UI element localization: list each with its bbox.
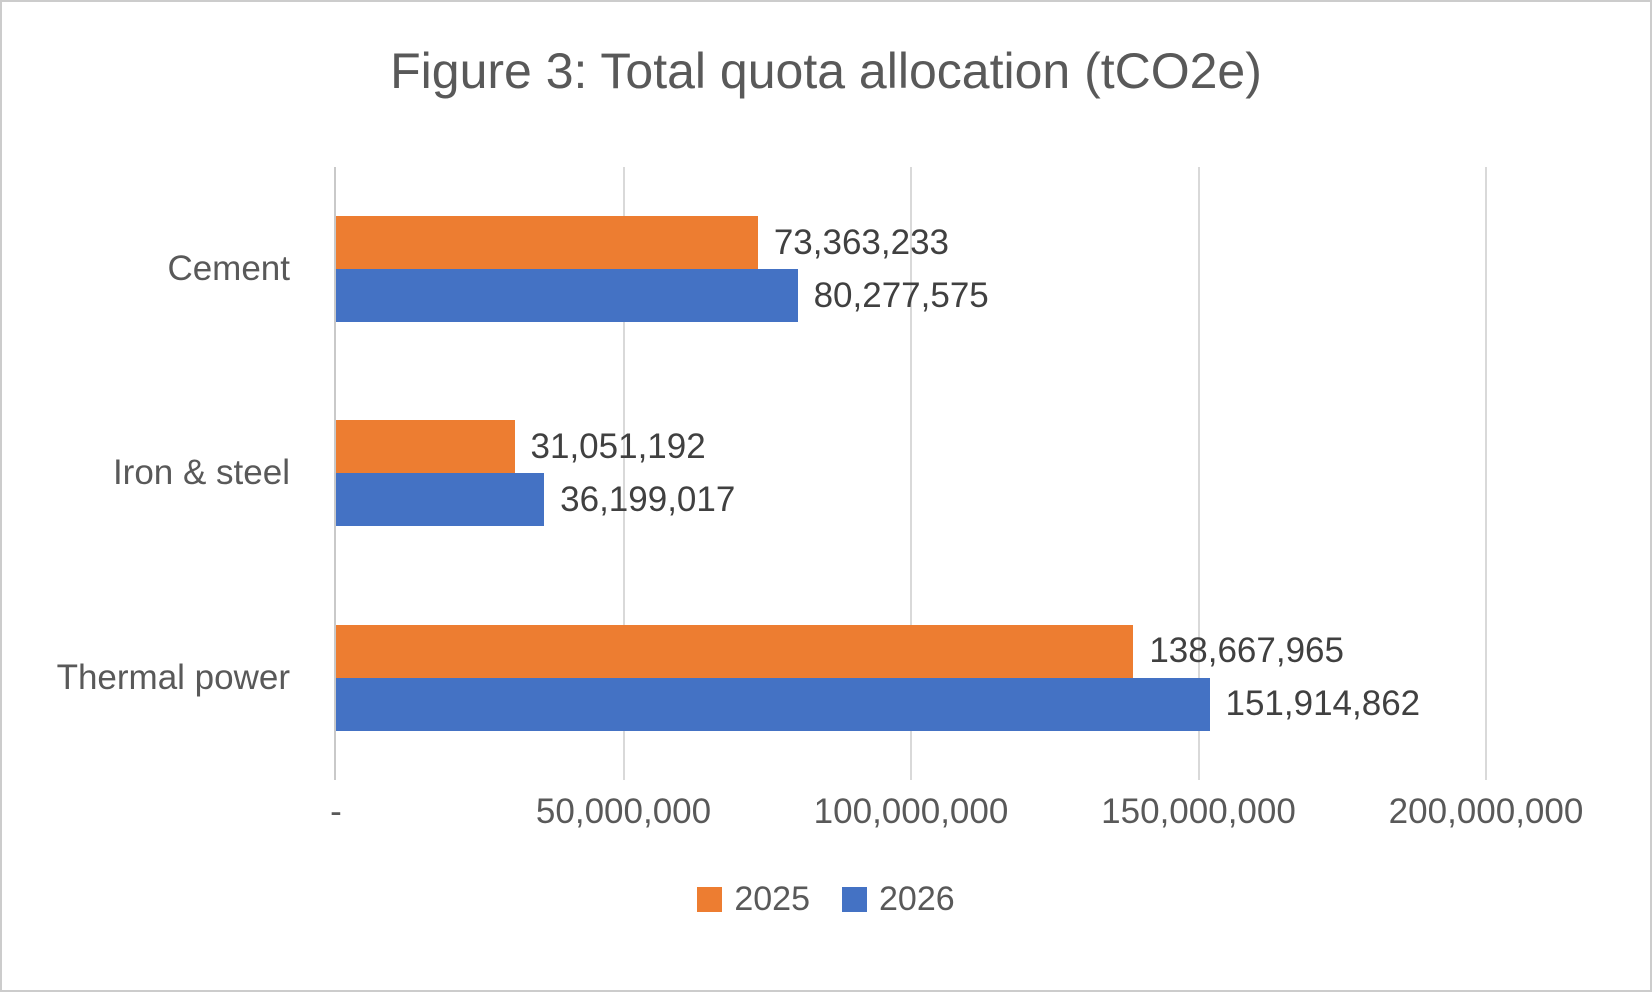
- bar-row: 31,051,192: [336, 420, 1486, 474]
- gridline: [910, 167, 912, 780]
- x-tick-label: 50,000,000: [535, 792, 712, 831]
- bar-2026-cement: [336, 269, 798, 323]
- legend-swatch-icon: [842, 887, 867, 912]
- data-label-2025-iron-and-steel: 31,051,192: [530, 426, 706, 466]
- gridline: [1197, 167, 1200, 780]
- data-label-2026-cement: 80,277,575: [813, 275, 989, 315]
- x-tick-label: 100,000,000: [813, 792, 1009, 831]
- legend-swatch-icon: [697, 887, 723, 912]
- x-tick-label: 150,000,000: [1101, 792, 1296, 831]
- legend-item-2025: 2025: [697, 880, 810, 919]
- category-axis-line: [334, 167, 336, 780]
- bar-2026-thermal-power: [336, 677, 1210, 731]
- x-tick-label: 200,000,000: [1388, 792, 1584, 831]
- category-label-cement: Cement: [167, 249, 290, 289]
- data-label-2026-thermal-power: 151,914,862: [1225, 684, 1421, 724]
- data-label-2025-cement: 73,363,233: [773, 222, 949, 262]
- category-label-iron-and-steel: Iron & steel: [112, 453, 290, 493]
- legend-label: 2025: [734, 880, 810, 918]
- data-label-2026-iron-and-steel: 36,199,017: [560, 479, 736, 519]
- data-label-2025-thermal-power: 138,667,965: [1149, 631, 1344, 671]
- gridline: [622, 167, 625, 780]
- legend-item-2026: 2026: [842, 880, 955, 919]
- category-label-thermal-power: Thermal power: [56, 657, 290, 697]
- bar-row: 80,277,575: [336, 269, 1486, 323]
- bar-2025-iron-and-steel: [336, 420, 515, 474]
- bar-2025-thermal-power: [336, 624, 1134, 678]
- x-tick-label: -: [330, 792, 342, 831]
- gridline: [1485, 167, 1487, 780]
- bar-row: 138,667,965: [336, 624, 1486, 678]
- bar-row: 73,363,233: [336, 216, 1486, 270]
- category-row-iron-and-steel: 31,051,192 36,199,017: [336, 371, 1486, 575]
- category-row-thermal-power: 138,667,965 151,914,862: [336, 576, 1486, 780]
- bar-2025-cement: [336, 216, 758, 270]
- bars-group: 73,363,233 80,277,575 31,051,192 36,199,017…: [336, 167, 1486, 780]
- legend: 2025 2026: [2, 880, 1650, 919]
- bar-row: 151,914,862: [336, 677, 1486, 731]
- legend-label: 2026: [879, 880, 955, 918]
- bar-2026-iron-and-steel: [336, 473, 545, 527]
- bar-row: 36,199,017: [336, 473, 1486, 527]
- plot-area: 73,363,233 80,277,575 31,051,192 36,199,017…: [334, 167, 1487, 780]
- category-row-cement: 73,363,233 80,277,575: [336, 167, 1486, 371]
- chart-title: Figure 3: Total quota allocation (tCO2e): [390, 43, 1262, 99]
